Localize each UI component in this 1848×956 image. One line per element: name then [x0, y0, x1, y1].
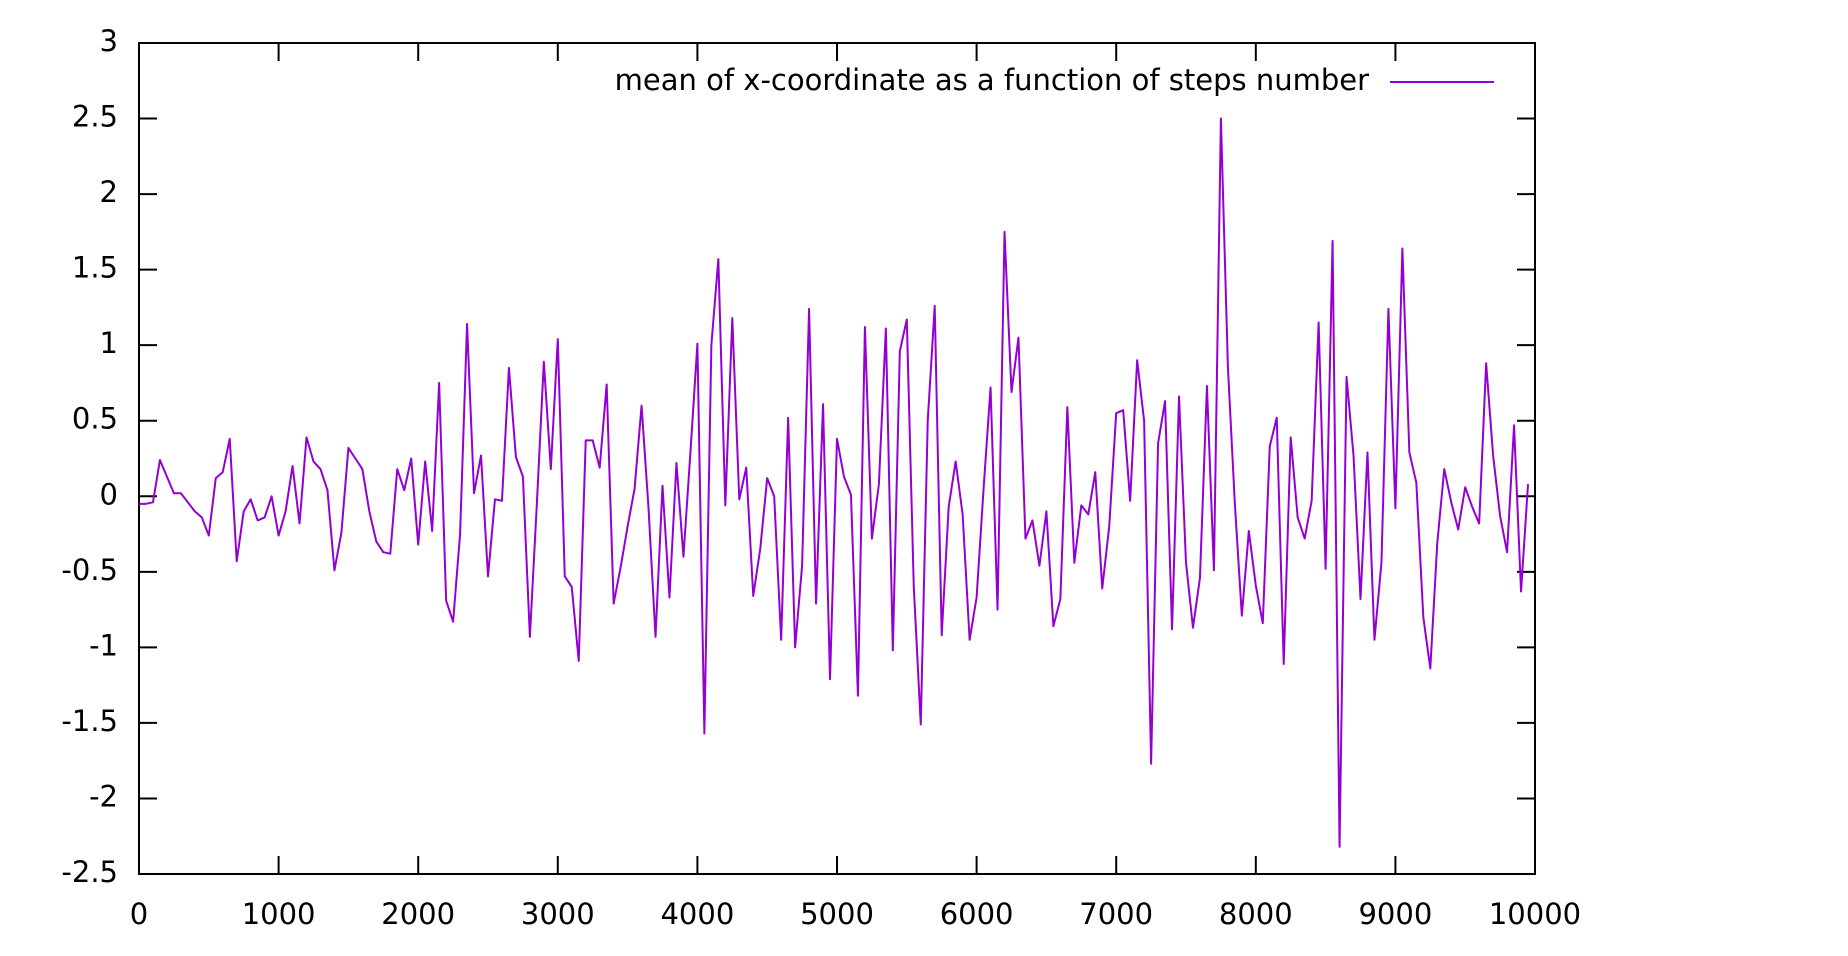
y-tick-label: 1: [100, 326, 118, 360]
y-tick-label: 2: [100, 175, 118, 209]
y-tick-label: -2: [89, 779, 118, 813]
x-tick-label: 4000: [660, 897, 734, 931]
x-tick-label: 9000: [1358, 897, 1432, 931]
x-tick-label: 8000: [1219, 897, 1293, 931]
x-tick-label: 0: [130, 897, 148, 931]
data-line: [139, 117, 1530, 848]
y-tick-label: 0.5: [72, 402, 118, 436]
y-tick-label: -1.5: [61, 704, 118, 738]
x-tick-label: 3000: [521, 897, 595, 931]
y-tick-label: -0.5: [61, 553, 118, 587]
x-tick-label: 5000: [800, 897, 874, 931]
legend-label: mean of x-coordinate as a function of st…: [615, 63, 1369, 97]
y-tick-label: 0: [100, 477, 118, 511]
y-tick-label: 3: [100, 24, 118, 58]
x-tick-label: 2000: [381, 897, 455, 931]
x-tick-label: 6000: [940, 897, 1014, 931]
x-tick-label: 7000: [1079, 897, 1153, 931]
y-tick-label: 2.5: [72, 100, 118, 134]
y-tick-label: -1: [89, 628, 118, 662]
x-tick-label: 10000: [1489, 897, 1581, 931]
x-tick-label: 1000: [242, 897, 316, 931]
y-tick-label: 1.5: [72, 251, 118, 285]
y-tick-label: -2.5: [61, 855, 118, 889]
